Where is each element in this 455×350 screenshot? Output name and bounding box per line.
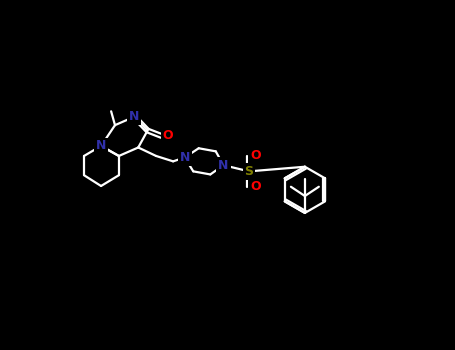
Text: N: N xyxy=(96,139,106,153)
Text: O: O xyxy=(250,180,261,193)
Text: O: O xyxy=(162,130,173,142)
Text: S: S xyxy=(245,165,253,178)
Text: O: O xyxy=(250,149,261,162)
Text: N: N xyxy=(218,159,229,172)
Text: N: N xyxy=(180,151,190,164)
Text: N: N xyxy=(129,110,140,123)
